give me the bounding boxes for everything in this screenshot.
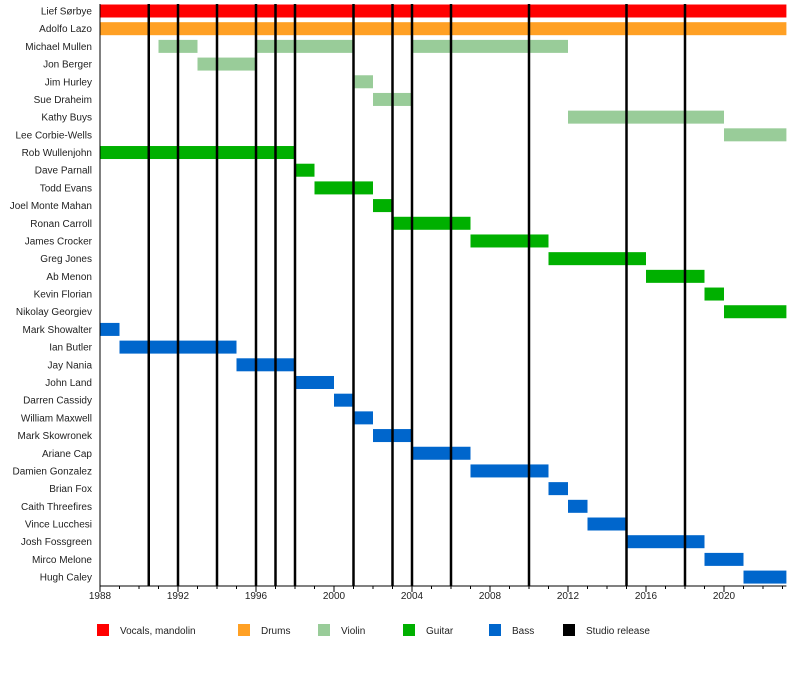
member-label: Ronan Carroll: [30, 219, 92, 230]
legend-swatch: [403, 624, 415, 636]
member-bar: [392, 216, 471, 230]
member-bar: [743, 570, 787, 584]
member-label: Mirco Melone: [32, 555, 92, 566]
member-bar: [295, 375, 334, 389]
member-label: Mark Showalter: [23, 325, 93, 336]
member-bar: [353, 75, 373, 89]
member-bar: [704, 287, 724, 301]
member-label: Sue Draheim: [34, 95, 92, 106]
member-label: Jon Berger: [43, 60, 93, 71]
member-bar: [197, 57, 256, 71]
legend-label: Guitar: [426, 626, 454, 637]
member-bar: [470, 464, 549, 478]
member-label: Lief Sørbye: [41, 7, 93, 18]
member-bar: [100, 22, 787, 36]
member-label: Darren Cassidy: [23, 396, 92, 407]
legend-label: Bass: [512, 626, 534, 637]
member-bar: [548, 252, 646, 266]
legend-label: Vocals, mandolin: [120, 626, 196, 637]
member-label: Michael Mullen: [25, 42, 92, 53]
legend-swatch: [238, 624, 250, 636]
member-bar: [100, 4, 787, 18]
member-bar: [412, 446, 471, 460]
member-bar: [353, 411, 373, 425]
member-label: Ariane Cap: [42, 449, 92, 460]
member-bar: [314, 181, 373, 195]
member-label: Todd Evans: [40, 183, 92, 194]
member-label: Ian Butler: [49, 343, 92, 354]
member-label: Kevin Florian: [34, 290, 92, 301]
x-tick-label: 1992: [167, 591, 190, 602]
member-label: Rob Wullenjohn: [22, 148, 92, 159]
member-label: Damien Gonzalez: [13, 466, 92, 477]
member-label: Mark Skowronek: [18, 431, 93, 442]
x-tick-label: 2016: [635, 591, 658, 602]
member-label: William Maxwell: [21, 413, 92, 424]
x-tick-label: 2008: [479, 591, 502, 602]
member-bar: [724, 305, 787, 319]
member-bar: [470, 234, 549, 248]
member-label: Ab Menon: [46, 272, 92, 283]
member-label: Joel Monte Mahan: [10, 201, 92, 212]
legend-label: Drums: [261, 626, 290, 637]
member-bar: [412, 39, 568, 53]
member-bar: [100, 322, 120, 336]
member-label: Kathy Buys: [41, 113, 92, 124]
x-tick-label: 2004: [401, 591, 424, 602]
legend-swatch: [563, 624, 575, 636]
member-bar: [724, 128, 787, 142]
member-label: Brian Fox: [49, 484, 92, 495]
member-bar: [646, 269, 705, 283]
legend-swatch: [489, 624, 501, 636]
legend-swatch: [318, 624, 330, 636]
member-bar: [568, 499, 588, 513]
member-bar: [236, 358, 295, 372]
x-tick-label: 1996: [245, 591, 268, 602]
member-label: Adolfo Lazo: [39, 24, 92, 35]
member-label: Vince Lucchesi: [25, 520, 92, 531]
legend-swatch: [97, 624, 109, 636]
member-label: Nikolay Georgiev: [16, 307, 92, 318]
legend-label: Studio release: [586, 626, 650, 637]
member-bar: [568, 110, 724, 124]
member-label: Caith Threefires: [21, 502, 92, 513]
member-bar: [256, 39, 354, 53]
x-tick-label: 2000: [323, 591, 346, 602]
member-label: Lee Corbie-Wells: [15, 130, 92, 141]
member-label: Greg Jones: [40, 254, 92, 265]
member-bar: [373, 199, 393, 213]
x-tick-label: 1988: [89, 591, 112, 602]
member-label: Jay Nania: [48, 360, 93, 371]
member-label: Dave Parnall: [35, 166, 92, 177]
x-tick-label: 2020: [713, 591, 736, 602]
legend-label: Violin: [341, 626, 365, 637]
x-tick-label: 2012: [557, 591, 580, 602]
member-label: Jim Hurley: [45, 77, 92, 88]
member-label: Josh Fossgreen: [21, 537, 92, 548]
member-bar: [587, 517, 627, 531]
member-bar: [626, 535, 705, 549]
member-label: John Land: [45, 378, 92, 389]
member-bar: [548, 482, 568, 496]
member-bar: [295, 163, 315, 177]
member-label: James Crocker: [25, 236, 93, 247]
member-bar: [100, 146, 295, 160]
member-label: Hugh Caley: [40, 573, 92, 584]
member-bar: [334, 393, 354, 407]
member-bar: [704, 552, 744, 566]
